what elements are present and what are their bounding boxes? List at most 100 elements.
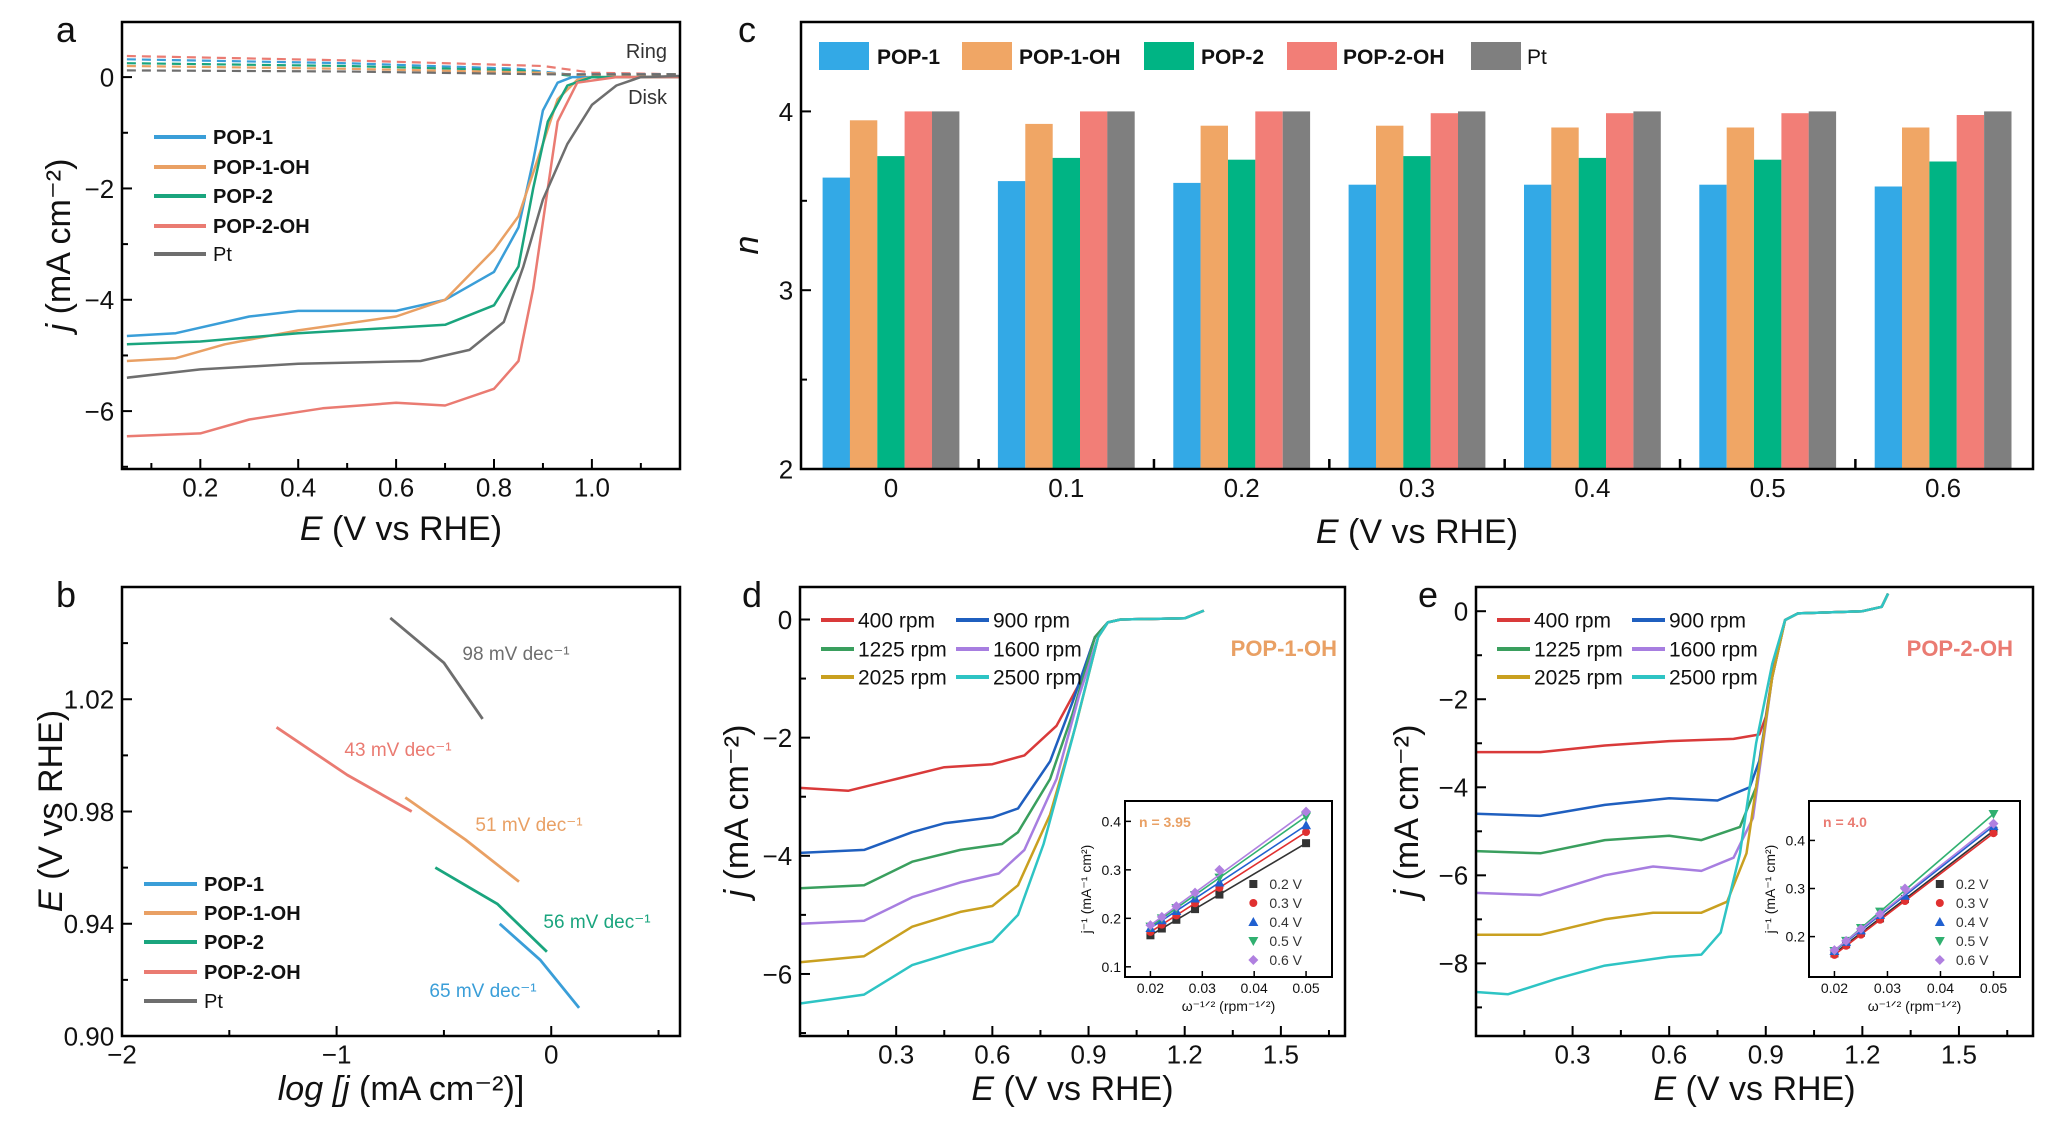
- marker-square: [1191, 905, 1200, 914]
- bar-pop-1-oh-0: [849, 120, 878, 470]
- x-tick-label: 1.5: [1263, 1039, 1299, 1069]
- bar-pop-1-0.6: [1874, 186, 1903, 469]
- tafel-line-pop-2: [434, 866, 548, 953]
- bar-pop-1-oh-0.3: [1376, 125, 1404, 469]
- x-tick-label: 0: [544, 1039, 558, 1069]
- marker-square: [1935, 880, 1944, 888]
- y-axis-title-variable: n: [728, 236, 766, 255]
- x-tick-label: 0.3: [878, 1039, 914, 1069]
- marker-diamond: [1841, 935, 1852, 946]
- legend-item-pop-1-oh-label: POP-1-OH: [204, 903, 301, 925]
- legend-swatch-pop-1: [819, 42, 869, 70]
- x-axis-title: E (V vs RHE): [971, 1070, 1173, 1108]
- bar-pop-2-oh-0.6: [1956, 115, 1985, 469]
- x-axis-title-variable: E: [1316, 513, 1339, 551]
- panel-label: a: [56, 9, 77, 50]
- legend-swatch-pop-1-oh: [962, 42, 1012, 70]
- legend-item-1600-rpm-label: 1600 rpm: [993, 639, 1082, 662]
- legend-label-pop-1-oh: POP-1-OH: [1019, 46, 1121, 69]
- inset-x-tick-label: 0.03: [1874, 980, 1901, 996]
- inset-y-tick-label: 0.2: [1102, 910, 1122, 926]
- legend-item-pop-1-oh-label: POP-1-OH: [213, 157, 310, 179]
- y-axis-title: j (mA cm⁻²): [718, 725, 756, 902]
- x-tick-label: 0.2: [1224, 473, 1260, 503]
- bar-pop-1-0.2: [1173, 182, 1201, 469]
- bar-pop-2-0.3: [1403, 156, 1431, 469]
- x-axis-title-unit: (V vs RHE): [994, 1070, 1173, 1108]
- tafel-slope-label-pop-2-oh: 43 mV dec⁻¹: [344, 740, 451, 761]
- tafel-slope-label-pop-1-oh: 51 mV dec⁻¹: [475, 815, 582, 836]
- marker-triangle-down: [1934, 937, 1945, 946]
- x-tick-label: 0.5: [1750, 473, 1786, 503]
- inset-legend-label: 0.6 V: [1956, 952, 1989, 968]
- x-tick-label: 0.9: [1070, 1039, 1106, 1069]
- x-tick-label: −2: [107, 1039, 137, 1069]
- y-axis-title-variable: j: [1388, 888, 1426, 901]
- y-tick-label: −4: [763, 841, 793, 871]
- y-tick-label: −6: [1439, 861, 1469, 891]
- panel-label: e: [1418, 574, 1438, 615]
- y-axis-title: n: [728, 236, 766, 255]
- inset-x-axis-title: ω⁻¹ᐟ² (rpm⁻¹ᐟ²): [1868, 998, 1962, 1014]
- bar-pop-1-oh-0.4: [1551, 127, 1579, 469]
- legend-label-pt: Pt: [1527, 46, 1547, 69]
- inset-x-tick-label: 0.03: [1189, 980, 1216, 996]
- inset-n-value: n = 4.0: [1823, 814, 1867, 830]
- inset-x-tick-label: 0.04: [1927, 980, 1954, 996]
- bar-pop-2-0: [877, 156, 905, 469]
- inset-y-tick-label: 0.3: [1102, 862, 1122, 878]
- bar-pop-1-oh-0.1: [1025, 123, 1053, 470]
- tafel-line-pop-1: [498, 922, 581, 1009]
- y-axis-title: j (mA cm⁻²): [1388, 725, 1426, 902]
- marker-diamond: [1934, 955, 1945, 965]
- y-axis-title: j (mA cm⁻²): [40, 159, 78, 336]
- inset-legend-label: 0.5 V: [1269, 933, 1302, 949]
- x-axis-title-unit: (V vs RHE): [1339, 513, 1518, 551]
- bar-pop-2-0.4: [1578, 157, 1607, 469]
- marker-triangle-up: [1248, 917, 1259, 926]
- legend-item-1225-rpm-label: 1225 rpm: [858, 639, 947, 662]
- marker-square: [1249, 880, 1258, 888]
- bar-pop-1-0.5: [1699, 184, 1727, 469]
- ring-label: Ring: [626, 41, 667, 63]
- x-axis-title-variable: log [j: [278, 1070, 351, 1108]
- inset-y-tick-label: 0.1: [1102, 959, 1122, 975]
- y-tick-label: −6: [85, 396, 115, 426]
- tafel-slope-label-pop-1: 65 mV dec⁻¹: [429, 981, 536, 1002]
- marker-diamond: [1301, 806, 1312, 817]
- inset-plot: [1829, 809, 1999, 959]
- y-tick-label: −4: [85, 285, 115, 315]
- disk-curve-pop-1-oh: [126, 75, 680, 363]
- x-tick-label: 0.2: [182, 472, 218, 502]
- plot-frame-e: [1474, 585, 2035, 1038]
- legend-item-pop-2-label: POP-2: [213, 186, 273, 208]
- marker-diamond: [1214, 864, 1225, 875]
- inset-n-value: n = 3.95: [1139, 814, 1191, 830]
- x-axis-title: E (V vs RHE): [300, 510, 502, 548]
- marker-diamond: [1145, 920, 1156, 931]
- y-tick-label: 3: [779, 276, 793, 306]
- inset-y-tick-label: 0.4: [1102, 813, 1122, 829]
- bar-pop-2-oh-0: [904, 111, 932, 470]
- x-tick-label: 0.6: [1925, 473, 1961, 503]
- inset-x-axis-title: ω⁻¹ᐟ² (rpm⁻¹ᐟ²): [1182, 998, 1276, 1014]
- x-axis-title: E (V vs RHE): [1316, 513, 1518, 551]
- legend-item-2500-rpm-label: 2500 rpm: [993, 667, 1082, 690]
- marker-square: [1302, 839, 1311, 848]
- y-tick-label: −4: [1439, 773, 1469, 803]
- y-axis-title-unit: (mA cm⁻²): [1388, 725, 1426, 890]
- marker-circle: [1989, 829, 1998, 838]
- marker-circle: [1249, 899, 1258, 907]
- ring-curve-pt: [126, 69, 680, 76]
- inset-x-tick-label: 0.04: [1241, 980, 1268, 996]
- marker-triangle-down: [1301, 812, 1312, 822]
- legend-item-pt-label: Pt: [204, 991, 223, 1013]
- x-tick-label: 0.3: [1399, 473, 1435, 503]
- bar-pop-1-0.1: [997, 181, 1026, 469]
- bar-pt-0.1: [1107, 111, 1135, 470]
- x-axis-title-unit: (mA cm⁻²)]: [350, 1070, 525, 1108]
- inset-legend-label: 0.3 V: [1956, 895, 1989, 911]
- x-tick-label: 0.1: [1048, 473, 1084, 503]
- bar-pop-1-0.3: [1348, 184, 1376, 469]
